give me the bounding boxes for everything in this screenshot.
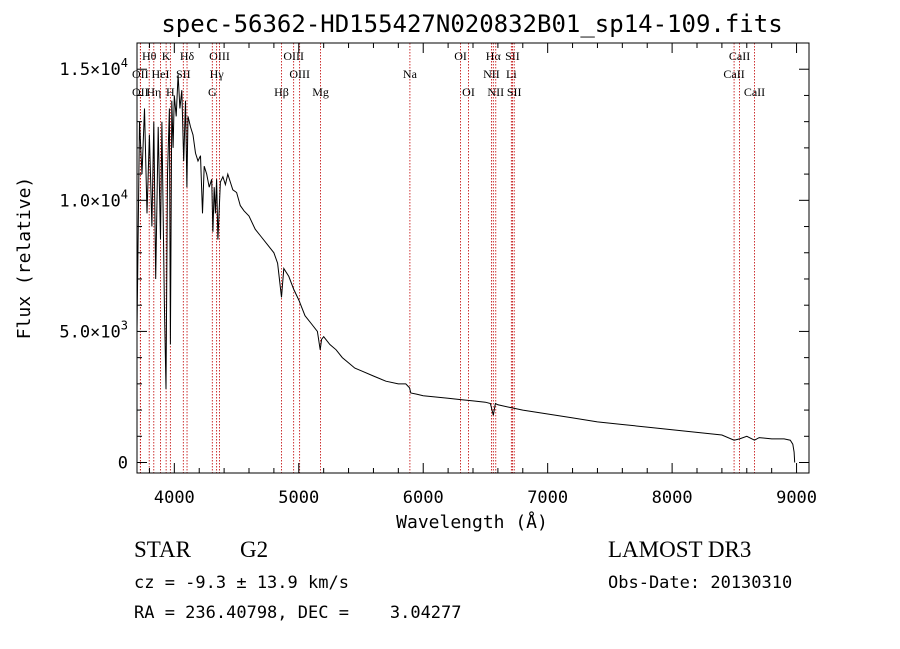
y-axis-label: Flux (relative) <box>14 177 35 340</box>
chart-title: spec-56362-HD155427N020832B01_sp14-109.f… <box>161 10 782 38</box>
marker-label-15: Mg <box>312 85 329 99</box>
observation-date: Obs-Date: 20130310 <box>608 573 793 593</box>
marker-label-27: CaII <box>744 85 765 99</box>
marker-label-18: OI <box>462 85 475 99</box>
plot-frame <box>136 42 810 474</box>
marker-label-9: OIII <box>209 49 230 63</box>
x-axis-label: Wavelength (Å) <box>396 511 548 533</box>
marker-label-24: SII <box>507 85 522 99</box>
x-tick-label: 8000 <box>652 488 693 508</box>
marker-label-11: G <box>208 85 217 99</box>
x-tick-label: 4000 <box>154 488 195 508</box>
marker-label-16: Na <box>403 67 418 81</box>
marker-label-22: SII <box>505 49 520 63</box>
object-type: STAR <box>134 537 191 562</box>
object-subclass: G2 <box>240 537 269 562</box>
marker-label-3: Hη <box>146 85 161 99</box>
y-tick-label: 1.5×104 <box>59 56 128 80</box>
marker-label-17: OI <box>454 49 467 63</box>
marker-label-4: HeI <box>152 67 170 81</box>
marker-label-8: Hδ <box>180 49 195 63</box>
marker-label-0: Hθ <box>142 49 157 63</box>
y-axis: 0 5.0×103 1.0×104 1.5×104 <box>59 56 809 474</box>
marker-label-21: NII <box>487 85 504 99</box>
marker-label-5: K <box>162 49 171 63</box>
marker-label-7: H <box>166 85 175 99</box>
coordinates-readout: RA = 236.40798, DEC = 3.04277 <box>134 603 462 623</box>
x-tick-label: 7000 <box>527 488 568 508</box>
marker-label-13: OIII <box>289 67 310 81</box>
y-tick-label: 0 <box>118 454 128 474</box>
y-tick-label: 1.0×104 <box>59 187 128 211</box>
x-axis: 4000 5000 6000 7000 8000 9000 <box>148 43 817 508</box>
x-tick-label: 5000 <box>278 488 319 508</box>
y-tick-label: 5.0×103 <box>59 318 128 342</box>
marker-label-20: NII <box>483 67 500 81</box>
marker-label-14: Hβ <box>274 85 289 99</box>
redshift-readout: cz = -9.3 ± 13.9 km/s <box>134 573 349 593</box>
marker-label-25: CaII <box>729 49 750 63</box>
marker-label-26: CaII <box>723 67 744 81</box>
marker-label-23: Li <box>506 67 517 81</box>
survey-name: LAMOST DR3 <box>608 537 752 562</box>
x-tick-label: 6000 <box>403 488 444 508</box>
marker-label-10: Hγ <box>210 67 225 81</box>
marker-label-2: OII <box>132 85 149 99</box>
marker-label-19: Hα <box>486 49 502 63</box>
x-tick-label: 9000 <box>776 488 817 508</box>
marker-label-12: OIII <box>283 49 304 63</box>
spectrum-line <box>136 74 796 463</box>
